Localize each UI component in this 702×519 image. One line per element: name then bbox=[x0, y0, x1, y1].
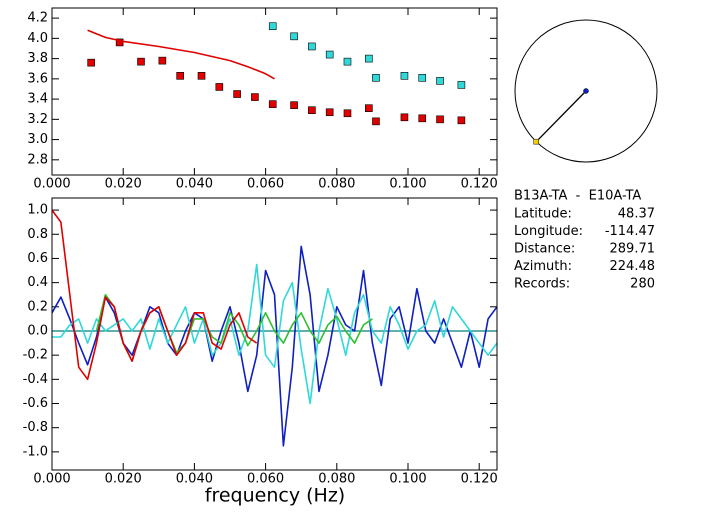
marker bbox=[197, 72, 206, 80]
y-tick-label: 0.4 bbox=[27, 275, 48, 290]
series-line bbox=[52, 209, 258, 381]
info-label: Azimuth: bbox=[514, 259, 572, 274]
x-tick-label: 0.120 bbox=[461, 177, 498, 192]
marker bbox=[290, 101, 298, 109]
plot-frame bbox=[51, 197, 498, 471]
info-label: Records: bbox=[514, 277, 570, 292]
info-value: 280 bbox=[630, 277, 655, 292]
y-tick-label: -0.4 bbox=[23, 372, 48, 387]
marker bbox=[457, 81, 466, 89]
info-label: Distance: bbox=[514, 242, 575, 257]
info-value: -114.47 bbox=[605, 224, 655, 239]
marker bbox=[400, 113, 409, 122]
y-tick-label: -0.2 bbox=[23, 348, 48, 363]
station-dot bbox=[583, 88, 589, 94]
x-tick-label: 0.120 bbox=[461, 472, 498, 487]
y-tick-label: 3.4 bbox=[27, 92, 48, 107]
marker bbox=[87, 58, 95, 67]
x-axis-label: frequency (Hz) bbox=[205, 485, 345, 507]
series-line bbox=[87, 29, 275, 80]
y-tick-label: -0.6 bbox=[23, 396, 48, 411]
marker bbox=[457, 116, 466, 125]
station-pair: B13A-TA - E10A-TA bbox=[514, 189, 641, 204]
info-label: Latitude: bbox=[514, 207, 572, 222]
y-tick-label: 4.0 bbox=[27, 31, 48, 46]
series-line bbox=[52, 263, 497, 405]
map-circle bbox=[514, 19, 658, 163]
marker bbox=[268, 100, 277, 108]
marker bbox=[308, 106, 316, 115]
x-tick-label: 0.100 bbox=[389, 177, 426, 192]
x-tick-label: 0.060 bbox=[247, 472, 284, 487]
azimuth-line bbox=[535, 90, 587, 143]
info-value: 224.48 bbox=[610, 259, 656, 274]
x-tick-label: 0.040 bbox=[176, 177, 213, 192]
marker bbox=[158, 56, 167, 65]
marker bbox=[325, 108, 334, 117]
info-label: Longitude: bbox=[514, 224, 583, 239]
y-tick-label: 0.2 bbox=[27, 299, 48, 314]
y-tick-label: 3.0 bbox=[27, 132, 48, 147]
y-tick-label: 3.8 bbox=[27, 51, 48, 66]
marker bbox=[436, 115, 444, 124]
y-tick-label: 0.0 bbox=[27, 323, 48, 338]
x-tick-label: 0.000 bbox=[33, 472, 70, 487]
marker bbox=[372, 74, 380, 82]
marker bbox=[268, 22, 277, 31]
y-tick-label: 4.2 bbox=[27, 11, 48, 26]
marker bbox=[176, 72, 184, 80]
marker bbox=[418, 114, 427, 123]
y-tick-label: 2.8 bbox=[27, 152, 48, 167]
source-dot bbox=[533, 138, 540, 145]
y-tick-label: 3.6 bbox=[27, 71, 48, 86]
y-tick-label: 1.0 bbox=[27, 203, 48, 218]
marker bbox=[365, 104, 373, 112]
series-line bbox=[52, 245, 497, 447]
y-tick-label: 0.6 bbox=[27, 251, 48, 266]
marker bbox=[308, 42, 316, 51]
y-tick-label: 3.2 bbox=[27, 112, 48, 127]
x-tick-label: 0.020 bbox=[105, 472, 142, 487]
x-tick-label: 0.060 bbox=[247, 177, 284, 192]
marker bbox=[418, 74, 427, 82]
marker bbox=[436, 77, 444, 85]
marker bbox=[137, 57, 145, 66]
x-tick-label: 0.040 bbox=[176, 472, 213, 487]
marker bbox=[290, 32, 298, 41]
x-tick-label: 0.080 bbox=[318, 472, 355, 487]
marker bbox=[400, 72, 409, 80]
x-tick-label: 0.080 bbox=[318, 177, 355, 192]
marker bbox=[325, 50, 334, 59]
marker bbox=[372, 117, 380, 126]
y-tick-label: -0.8 bbox=[23, 420, 48, 435]
marker bbox=[343, 57, 352, 66]
y-tick-label: -1.0 bbox=[23, 444, 48, 459]
marker bbox=[215, 83, 224, 91]
info-value: 289.71 bbox=[610, 242, 656, 257]
marker bbox=[343, 109, 352, 118]
marker bbox=[233, 90, 241, 98]
y-tick-label: 0.8 bbox=[27, 227, 48, 242]
x-tick-label: 0.000 bbox=[33, 177, 70, 192]
marker bbox=[251, 93, 259, 101]
x-tick-label: 0.100 bbox=[389, 472, 426, 487]
plot-frame bbox=[51, 7, 498, 176]
info-value: 48.37 bbox=[618, 207, 655, 222]
marker bbox=[365, 54, 373, 63]
x-tick-label: 0.020 bbox=[105, 177, 142, 192]
marker bbox=[115, 38, 124, 47]
